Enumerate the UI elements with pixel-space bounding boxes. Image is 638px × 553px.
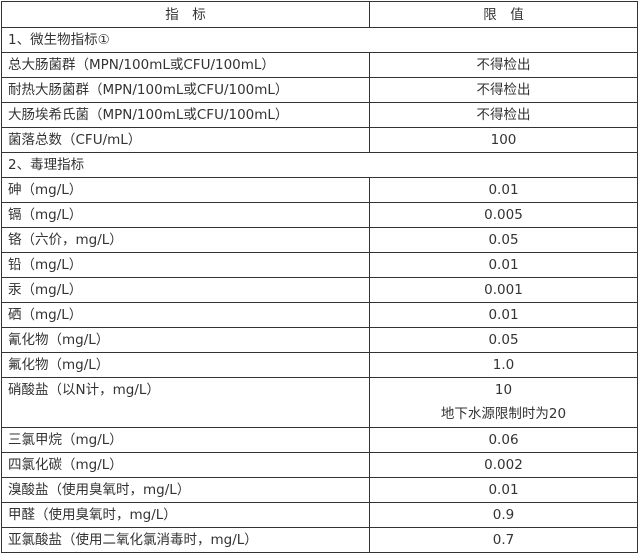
limit-cell: 0.01 [369, 302, 638, 328]
indicator-cell: 总大肠菌群（MPN/100mL或CFU/100mL） [1, 52, 370, 78]
limit-cell: 0.7 [369, 527, 638, 553]
table-row: 氟化物（mg/L） 1.0 [1, 352, 638, 378]
indicator-cell: 硝酸盐（以N计，mg/L） [1, 377, 370, 428]
indicator-cell: 氟化物（mg/L） [1, 352, 370, 378]
table-row: 硒（mg/L） 0.01 [1, 302, 638, 328]
indicator-cell: 铅（mg/L） [1, 252, 370, 278]
limit-cell: 0.001 [369, 277, 638, 303]
indicator-cell: 菌落总数（CFU/mL） [1, 127, 370, 153]
table-row: 总大肠菌群（MPN/100mL或CFU/100mL） 不得检出 [1, 52, 638, 78]
limit-note: 地下水源限制时为20 [440, 406, 567, 422]
section-title: 1、微生物指标① [1, 27, 638, 53]
indicator-cell: 大肠埃希氏菌（MPN/100mL或CFU/100mL） [1, 102, 370, 128]
table-row: 硝酸盐（以N计，mg/L） 10 地下水源限制时为20 [1, 377, 638, 428]
indicator-cell: 砷（mg/L） [1, 177, 370, 203]
table-row: 镉（mg/L） 0.005 [1, 202, 638, 228]
indicator-cell: 镉（mg/L） [1, 202, 370, 228]
limit-value: 10 [494, 382, 513, 398]
limit-cell: 0.06 [369, 427, 638, 453]
indicator-cell: 甲醛（使用臭氧时，mg/L） [1, 502, 370, 528]
limit-cell: 不得检出 [369, 77, 638, 103]
table-row: 铬（六价，mg/L） 0.05 [1, 227, 638, 253]
limit-cell: 不得检出 [369, 52, 638, 78]
indicator-cell: 硒（mg/L） [1, 302, 370, 328]
indicator-cell: 铬（六价，mg/L） [1, 227, 370, 253]
table-row: 铅（mg/L） 0.01 [1, 252, 638, 278]
indicator-cell: 四氯化碳（mg/L） [1, 452, 370, 478]
section-row: 2、毒理指标 [1, 152, 638, 178]
limit-cell: 1.0 [369, 352, 638, 378]
table-row: 菌落总数（CFU/mL） 100 [1, 127, 638, 153]
section-title: 2、毒理指标 [1, 152, 638, 178]
indicator-cell: 耐热大肠菌群（MPN/100mL或CFU/100mL） [1, 77, 370, 103]
limit-cell: 不得检出 [369, 102, 638, 128]
header-limit: 限 值 [369, 1, 638, 28]
section-row: 1、微生物指标① [1, 27, 638, 53]
limit-cell: 0.01 [369, 252, 638, 278]
limit-cell: 0.01 [369, 177, 638, 203]
table-row: 大肠埃希氏菌（MPN/100mL或CFU/100mL） 不得检出 [1, 102, 638, 128]
limit-cell: 100 [369, 127, 638, 153]
limit-cell: 0.01 [369, 477, 638, 503]
limit-cell: 0.05 [369, 227, 638, 253]
limit-cell: 0.9 [369, 502, 638, 528]
table-row: 三氯甲烷（mg/L） 0.06 [1, 427, 638, 453]
indicator-cell: 亚氯酸盐（使用二氧化氯消毒时，mg/L） [1, 527, 370, 553]
header-indicator: 指 标 [1, 1, 370, 28]
limit-cell: 0.005 [369, 202, 638, 228]
indicator-cell: 汞（mg/L） [1, 277, 370, 303]
limit-cell: 0.05 [369, 327, 638, 353]
table-row: 亚氯酸盐（使用二氧化氯消毒时，mg/L） 0.7 [1, 527, 638, 553]
table-row: 四氯化碳（mg/L） 0.002 [1, 452, 638, 478]
limit-cell: 10 地下水源限制时为20 [369, 377, 638, 428]
header-row: 指 标 限 值 [1, 1, 638, 28]
table-row: 溴酸盐（使用臭氧时，mg/L） 0.01 [1, 477, 638, 503]
table-row: 砷（mg/L） 0.01 [1, 177, 638, 203]
table-row: 氰化物（mg/L） 0.05 [1, 327, 638, 353]
table-row: 耐热大肠菌群（MPN/100mL或CFU/100mL） 不得检出 [1, 77, 638, 103]
indicator-cell: 溴酸盐（使用臭氧时，mg/L） [1, 477, 370, 503]
table-row: 汞（mg/L） 0.001 [1, 277, 638, 303]
table-row: 甲醛（使用臭氧时，mg/L） 0.9 [1, 502, 638, 528]
indicator-cell: 氰化物（mg/L） [1, 327, 370, 353]
indicator-cell: 三氯甲烷（mg/L） [1, 427, 370, 453]
limit-cell: 0.002 [369, 452, 638, 478]
